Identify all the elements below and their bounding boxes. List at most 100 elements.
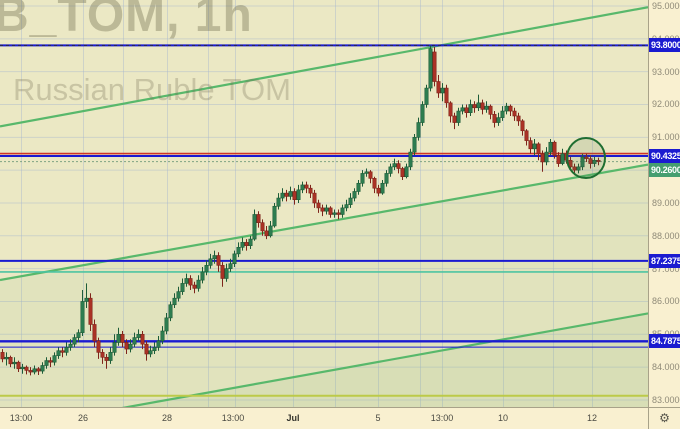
candle-body (260, 222, 265, 232)
candle-body (264, 230, 269, 237)
candle-body (172, 297, 177, 306)
candle-body (148, 350, 153, 355)
price-tick-label: 86.0000 (652, 296, 680, 307)
candle-body (324, 207, 329, 212)
candle-body (512, 110, 517, 117)
channel-fill-low (0, 313, 648, 407)
time-tick-label: 5 (375, 413, 381, 423)
candle-body (200, 271, 205, 281)
candle-body (92, 324, 97, 342)
chart-canvas[interactable]: B_TOM, 1h Russian Ruble TOM (0, 0, 648, 407)
candle-body (156, 340, 161, 348)
candle-body (188, 278, 193, 286)
candle-body (456, 110, 461, 123)
trendline-channel-upper[interactable] (0, 6, 648, 128)
candle-body (296, 189, 301, 200)
candle-body (72, 337, 77, 345)
candle-body (348, 197, 353, 205)
candle-body (556, 155, 561, 164)
candle-body (236, 247, 241, 255)
time-tick-label: 26 (77, 413, 89, 423)
candle-body (132, 337, 137, 345)
price-tick-label: 89.0000 (652, 197, 680, 208)
candle-body (312, 192, 317, 204)
candle-body (364, 171, 369, 174)
candle-body (544, 151, 549, 163)
candle-body (372, 178, 377, 189)
axis-settings-corner[interactable]: ⚙ (648, 407, 680, 429)
candle-body (112, 342, 117, 353)
candle-body (136, 333, 141, 338)
channel-fill-mid (0, 164, 648, 407)
candle-body (76, 332, 81, 338)
candle-body (152, 347, 157, 352)
candle-body (592, 160, 597, 164)
candle-body (248, 238, 253, 246)
candle-body (356, 182, 361, 192)
candle-body (584, 156, 589, 159)
time-tick-label: 13:00 (430, 413, 454, 423)
candle-body (388, 166, 393, 174)
candle-body (528, 140, 533, 150)
candle-body (336, 212, 341, 215)
candle-body (488, 105, 493, 115)
candle-body (500, 110, 505, 118)
time-tick-label: Jul (286, 413, 300, 423)
time-tick-label: 10 (497, 413, 509, 423)
candle-body (300, 184, 305, 191)
candle-body (64, 347, 69, 353)
level-price-label: 87.2375 (649, 253, 680, 268)
candle-body (56, 350, 61, 356)
candle-body (448, 102, 453, 117)
price-tick-label: 92.0000 (652, 99, 680, 110)
highlight-circle[interactable] (566, 137, 606, 179)
candle-body (480, 102, 485, 110)
candle-body (60, 350, 65, 353)
candle-body (184, 278, 189, 284)
candle-body (360, 173, 365, 184)
candle-body (164, 317, 169, 332)
trendline-channel-lower[interactable] (0, 312, 648, 407)
candle-body (496, 117, 501, 123)
axis-settings-gear-icon[interactable]: ⚙ (659, 411, 670, 425)
candle-body (220, 265, 225, 279)
candle-body (484, 105, 489, 110)
candle-body (80, 301, 85, 333)
candle-body (340, 207, 345, 215)
candle-body (376, 187, 381, 194)
candle-body (4, 356, 9, 360)
candle-body (40, 365, 45, 372)
candle-body (344, 204, 349, 209)
time-tick-label: 13:00 (9, 413, 33, 423)
candle-body (304, 184, 309, 189)
candle-body (228, 263, 233, 269)
time-tick-label: 12 (586, 413, 598, 423)
price-axis[interactable]: 95.000094.000093.000092.000091.000090.00… (648, 0, 680, 407)
price-tick-label: 87.0000 (652, 263, 680, 274)
time-axis[interactable]: 13:00 26 28 13:00 Jul 5 13:00 10 12 (0, 407, 648, 429)
time-tick-label: 28 (161, 413, 173, 423)
candle-body (36, 368, 41, 372)
candle-body (44, 360, 49, 366)
candles-layer (0, 45, 601, 376)
chart-plot[interactable] (0, 0, 648, 407)
candle-body (212, 255, 217, 260)
candle-body (396, 163, 401, 169)
candle-body (308, 187, 313, 194)
candle-body (368, 171, 373, 179)
price-tick-label: 95.0000 (652, 1, 680, 11)
candle-body (504, 105, 509, 112)
candle-body (392, 163, 397, 168)
candle-body (104, 356, 109, 361)
current-price-label: 90.2600 (649, 162, 680, 177)
candle-body (404, 166, 409, 178)
price-tick-label: 93.0000 (652, 66, 680, 77)
candle-body (536, 143, 541, 155)
candle-body (468, 104, 473, 113)
candle-body (476, 102, 481, 109)
candle-body (520, 120, 525, 132)
candle-body (568, 160, 573, 168)
candle-body (32, 368, 37, 373)
candle-body (352, 191, 357, 199)
